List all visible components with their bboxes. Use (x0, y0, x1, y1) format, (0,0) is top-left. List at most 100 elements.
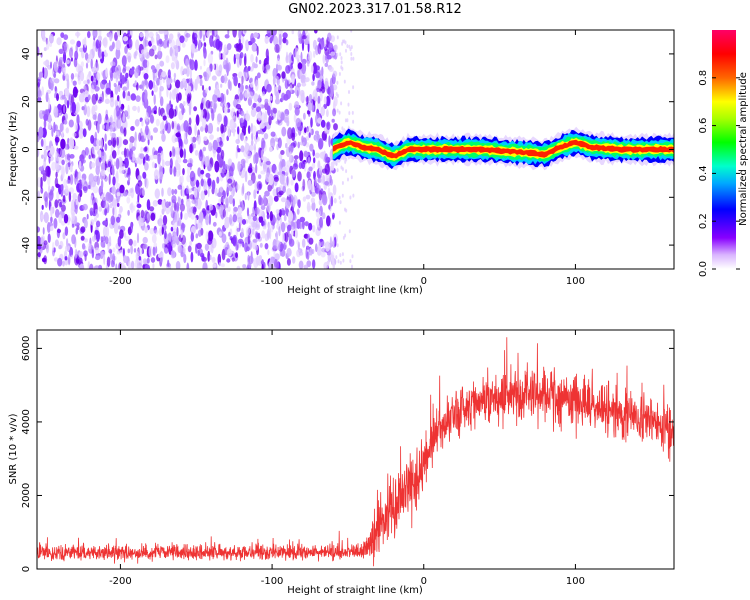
noise-blob (185, 33, 191, 38)
noise-blob (71, 101, 76, 114)
noise-blob (294, 47, 299, 60)
noise-blob (237, 206, 243, 215)
noise-blob (218, 231, 222, 237)
noise-blob (183, 80, 188, 90)
noise-blob (291, 54, 294, 62)
noise-blob (221, 149, 225, 160)
noise-blob (284, 79, 289, 90)
noise-blob (161, 133, 166, 142)
noise-blob (127, 167, 131, 178)
noise-blob (213, 102, 217, 113)
noise-blob (286, 258, 291, 266)
noise-blob (195, 179, 200, 188)
noise-blob (301, 35, 307, 40)
noise-blob (218, 262, 221, 267)
noise-blob (68, 191, 72, 202)
noise-blob (50, 216, 53, 223)
noise-blob (149, 155, 154, 161)
noise-blob (313, 68, 318, 74)
noise-blob (280, 112, 285, 121)
noise-blob (304, 30, 308, 35)
noise-blob (258, 255, 263, 262)
noise-blob (227, 125, 231, 138)
noise-blob (352, 193, 355, 198)
noise-blob (102, 220, 108, 226)
noise-blob (286, 51, 288, 64)
noise-blob (236, 57, 240, 68)
noise-blob (134, 258, 139, 269)
noise-blob (194, 124, 197, 136)
noise-blob (108, 173, 111, 185)
noise-blob (194, 149, 199, 156)
noise-blob (195, 233, 199, 239)
noise-blob (103, 36, 108, 48)
noise-blob (190, 137, 193, 142)
noise-blob (330, 51, 336, 56)
noise-blob (118, 225, 121, 230)
noise-blob (264, 98, 269, 104)
noise-blob (107, 160, 112, 168)
noise-blob (237, 238, 244, 244)
noise-blob (208, 243, 212, 253)
noise-blob (104, 133, 107, 142)
noise-blob (318, 240, 321, 253)
noise-blob (300, 37, 304, 44)
noise-blob (311, 249, 315, 254)
noise-blob (266, 213, 270, 220)
noise-blob (275, 240, 281, 251)
noise-blob (278, 226, 281, 237)
noise-blob (94, 229, 99, 236)
noise-blob (341, 126, 344, 131)
noise-blob (208, 213, 211, 226)
colorbar-label: Normalized spectral amplitude (738, 72, 749, 226)
noise-blob (251, 212, 255, 218)
noise-blob (37, 148, 40, 158)
noise-blob (319, 168, 322, 175)
noise-blob (265, 160, 271, 166)
noise-blob (141, 120, 144, 127)
noise-blob (263, 122, 269, 127)
y-tick-label: 20 (21, 95, 32, 108)
noise-blob (161, 71, 167, 78)
noise-blob (340, 60, 343, 65)
noise-blob (261, 91, 266, 97)
noise-blob (300, 74, 306, 85)
noise-blob (185, 58, 190, 68)
noise-blob (152, 200, 158, 207)
noise-blob (90, 219, 95, 226)
noise-blob (153, 127, 158, 133)
noise-blob (149, 227, 155, 235)
noise-blob (277, 85, 282, 91)
noise-blob (352, 119, 355, 124)
noise-blob (348, 90, 350, 94)
noise-blob (329, 178, 333, 186)
noise-blob (116, 110, 122, 120)
noise-blob (69, 47, 73, 59)
noise-blob (326, 121, 331, 130)
noise-blob (222, 209, 226, 218)
noise-blob (308, 222, 313, 231)
noise-blob (266, 30, 272, 38)
noise-blob (325, 241, 331, 252)
noise-blob (308, 237, 314, 245)
noise-blob (306, 201, 311, 213)
noise-blob (180, 229, 183, 238)
noise-blob (70, 163, 73, 173)
noise-blob (88, 154, 91, 160)
noise-blob (143, 73, 149, 80)
noise-blob (247, 254, 250, 265)
noise-blob (75, 73, 77, 78)
noise-blob (93, 217, 97, 222)
noise-blob (235, 103, 242, 110)
noise-blob (129, 136, 135, 144)
noise-blob (285, 143, 288, 149)
noise-blob (285, 39, 289, 46)
noise-blob (217, 253, 222, 266)
noise-blob (175, 260, 181, 269)
noise-blob (262, 161, 267, 173)
noise-blob (315, 209, 321, 218)
noise-blob (130, 260, 135, 269)
noise-blob (311, 191, 316, 197)
noise-blob (63, 178, 67, 189)
noise-blob (268, 173, 274, 186)
